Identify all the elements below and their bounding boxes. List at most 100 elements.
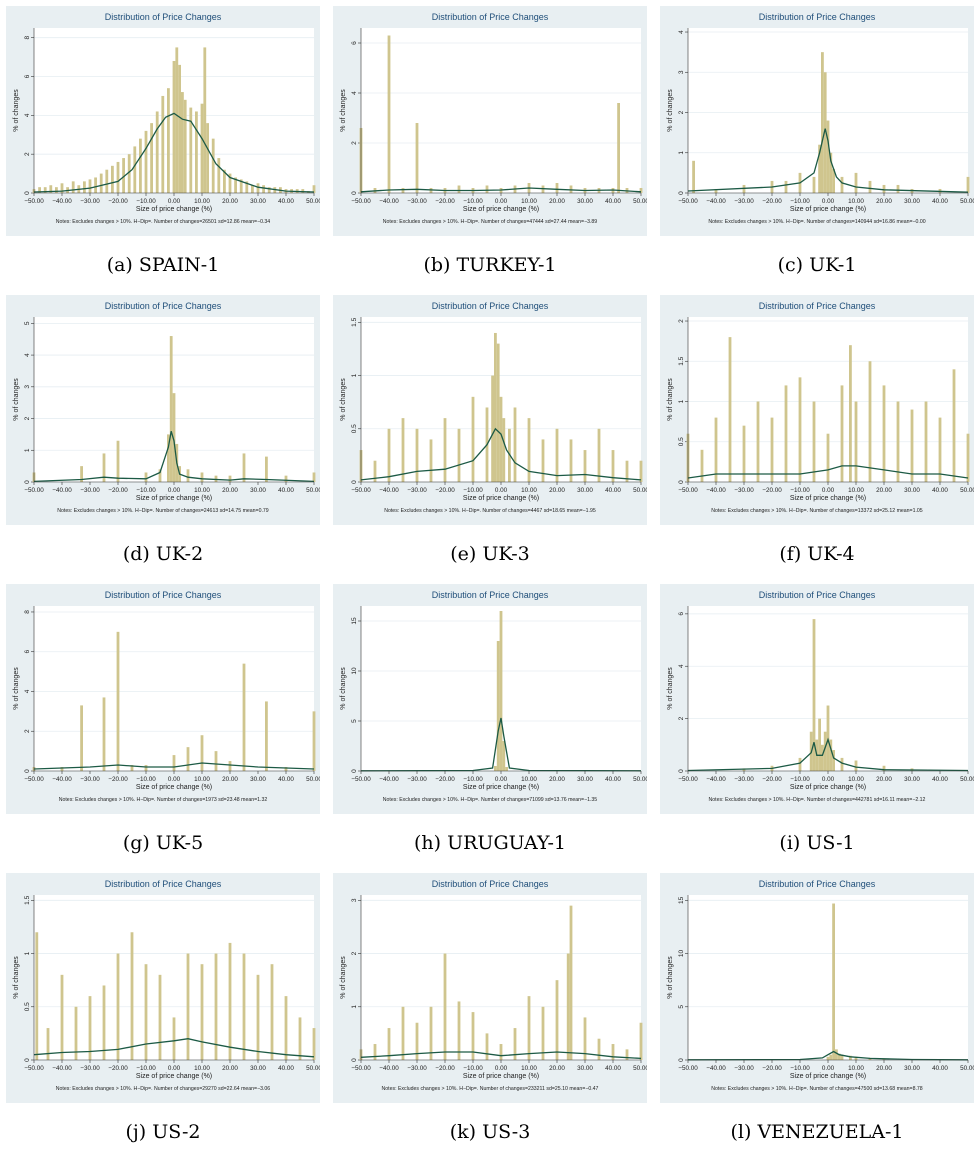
x-tick-label: −20.00 xyxy=(435,1065,455,1072)
chart-panel: 0 1 2 3 4 5 −50.00 −40.00 −30.00 −20.00 −10.00 0.00… xyxy=(6,295,320,580)
x-tick-label: 40.00 xyxy=(932,198,948,205)
density-line xyxy=(360,717,642,772)
histogram-bar xyxy=(569,439,573,482)
histogram-bar xyxy=(312,1028,316,1060)
y-tick-label: 0 xyxy=(678,769,685,773)
histogram-bar xyxy=(200,964,204,1060)
histogram-bar xyxy=(387,35,391,193)
density-line xyxy=(360,427,642,481)
density-line xyxy=(360,1051,642,1060)
histogram-bar xyxy=(80,705,83,771)
x-tick-label: 30.00 xyxy=(250,776,266,783)
y-tick-label: 2 xyxy=(24,729,31,733)
histogram-bar xyxy=(882,1058,886,1060)
x-tick-label: 30.00 xyxy=(577,198,593,205)
chart-area: 0 1 2 3 4 −50.00 −40.00 −30.00 −20.00 −10.00 0.00 1… xyxy=(660,6,974,236)
histogram-bar xyxy=(471,1012,475,1060)
y-tick-label: 10 xyxy=(678,950,685,958)
chart-svg: 0 5 10 15 −50.00 −40.00 −30.00 −20.00 −10.00 0.00… xyxy=(333,584,647,814)
histogram-bar xyxy=(172,393,176,482)
x-tick-label: 50.00 xyxy=(306,776,320,783)
histogram-bar xyxy=(80,466,83,482)
histogram-bar xyxy=(102,985,106,1060)
histogram-bar xyxy=(270,964,274,1060)
histogram-bar xyxy=(882,385,886,482)
x-tick-label: 30.00 xyxy=(904,198,920,205)
chart-title: Distribution of Price Changes xyxy=(759,301,876,311)
histogram-bar xyxy=(105,169,109,193)
panel-caption: (k) US-3 xyxy=(449,1121,531,1143)
histogram-bar xyxy=(245,181,249,193)
histogram-bar xyxy=(228,761,232,771)
histogram-bar xyxy=(183,99,187,193)
y-tick-label: 4 xyxy=(351,91,358,95)
x-tick-label: 0.00 xyxy=(495,1065,508,1072)
histogram-bar xyxy=(284,475,288,482)
histogram-bar xyxy=(882,765,886,771)
x-tick-label: 40.00 xyxy=(278,487,294,494)
x-tick-label: 50.00 xyxy=(633,776,647,783)
chart-panel: 0 2 4 6 8 −50.00 −40.00 −30.00 −20.00 −10.00 0.00 1… xyxy=(6,584,320,869)
plot-background xyxy=(34,606,314,771)
histogram-bar xyxy=(111,165,114,193)
x-axis-label: Size of price change (%) xyxy=(790,784,866,791)
histogram-bar xyxy=(401,1006,405,1060)
plot-background xyxy=(361,895,641,1060)
histogram-bar xyxy=(242,953,246,1060)
chart-area: 0 2 4 6 8 −50.00 −40.00 −30.00 −20.00 −10.00 0.00 1… xyxy=(6,584,320,814)
histogram-bar xyxy=(401,188,405,193)
histogram-bar xyxy=(849,1055,852,1060)
x-tick-label: −30.00 xyxy=(407,776,427,783)
x-tick-label: −10.00 xyxy=(463,1065,483,1072)
x-tick-label: 50.00 xyxy=(960,1065,974,1072)
histogram-bar xyxy=(211,138,215,193)
x-tick-label: −40.00 xyxy=(706,776,726,783)
y-axis-label: % of changes xyxy=(667,378,674,421)
x-tick-label: 10.00 xyxy=(194,776,210,783)
chart-panel: 0 2 4 6 −50.00 −40.00 −30.00 −20.00 −10.00 0.00 10… xyxy=(660,584,974,869)
histogram-bar xyxy=(491,375,494,482)
histogram-bar xyxy=(429,1006,433,1060)
histogram-bar xyxy=(214,751,218,771)
x-tick-label: −30.00 xyxy=(80,487,100,494)
x-tick-label: −50.00 xyxy=(24,776,44,783)
histogram-bar xyxy=(625,460,629,482)
histogram-bar xyxy=(812,401,816,482)
x-tick-label: 30.00 xyxy=(904,1065,920,1072)
x-axis-label: Size of price change (%) xyxy=(136,495,212,502)
histogram-bar xyxy=(373,460,377,482)
x-tick-label: 30.00 xyxy=(904,487,920,494)
histogram-bar xyxy=(692,160,695,193)
histogram-bar xyxy=(239,179,243,193)
x-tick-label: −50.00 xyxy=(678,1065,698,1072)
histogram-bar xyxy=(597,1038,601,1060)
chart-note: Notes: Excludes changes > 10%. H−Dip=. N… xyxy=(57,508,269,514)
x-tick-label: 40.00 xyxy=(932,487,948,494)
histogram-bar xyxy=(228,942,232,1060)
x-tick-label: 40.00 xyxy=(278,776,294,783)
y-tick-label: 1 xyxy=(678,399,685,403)
histogram-bar xyxy=(172,61,176,193)
chart-note: Notes: Excludes changes > 10%. H−Dip=. N… xyxy=(384,508,596,514)
chart-svg: 0 2 4 6 8 −50.00 −40.00 −30.00 −20.00 −10.00 0.00 1… xyxy=(6,584,320,814)
histogram-bar xyxy=(223,169,226,193)
histogram-bar xyxy=(829,152,833,193)
chart-title: Distribution of Price Changes xyxy=(759,590,876,600)
panel-caption: (i) US-1 xyxy=(779,832,855,854)
histogram-bar xyxy=(854,760,858,771)
histogram-bar xyxy=(200,103,204,193)
histogram-bar xyxy=(158,974,162,1060)
y-tick-label: 15 xyxy=(351,617,358,625)
histogram-bar xyxy=(494,332,497,482)
y-tick-label: 5 xyxy=(678,1005,685,1009)
y-tick-label: 6 xyxy=(351,41,358,45)
chart-title: Distribution of Price Changes xyxy=(105,12,222,22)
y-tick-label: 2 xyxy=(678,716,685,720)
histogram-bar xyxy=(169,336,173,482)
y-tick-label: 4 xyxy=(678,30,685,34)
histogram-bar xyxy=(116,631,120,771)
x-tick-label: 0.00 xyxy=(822,487,835,494)
chart-area: 0 0.5 1 1.5 −50.00 −40.00 −30.00 −20.00 −10.00 0.… xyxy=(333,295,647,525)
x-tick-label: −50.00 xyxy=(678,487,698,494)
x-tick-label: 10.00 xyxy=(194,487,210,494)
